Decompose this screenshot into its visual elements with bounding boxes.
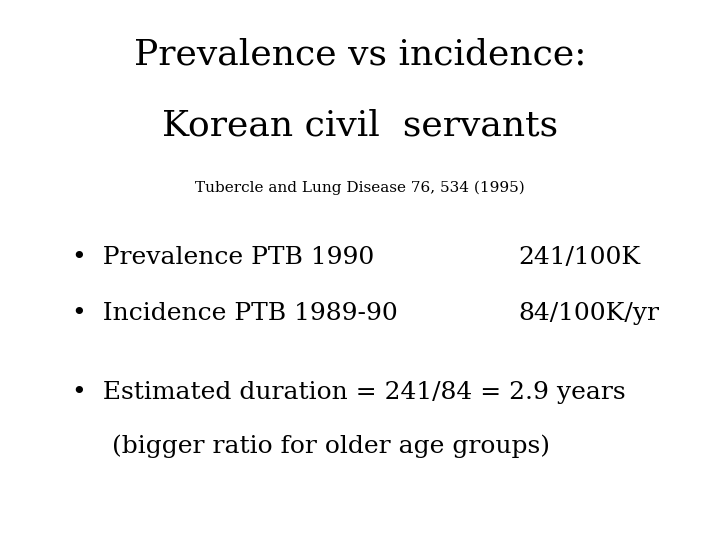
Text: 84/100K/yr: 84/100K/yr bbox=[518, 302, 660, 326]
Text: •  Prevalence PTB 1990: • Prevalence PTB 1990 bbox=[72, 246, 374, 269]
Text: Korean civil  servants: Korean civil servants bbox=[162, 108, 558, 142]
Text: 241/100K: 241/100K bbox=[518, 246, 641, 269]
Text: •  Incidence PTB 1989-90: • Incidence PTB 1989-90 bbox=[72, 302, 397, 326]
Text: •  Estimated duration = 241/84 = 2.9 years: • Estimated duration = 241/84 = 2.9 year… bbox=[72, 381, 626, 404]
Text: (bigger ratio for older age groups): (bigger ratio for older age groups) bbox=[112, 435, 549, 458]
Text: Prevalence vs incidence:: Prevalence vs incidence: bbox=[134, 38, 586, 72]
Text: Tubercle and Lung Disease 76, 534 (1995): Tubercle and Lung Disease 76, 534 (1995) bbox=[195, 181, 525, 195]
